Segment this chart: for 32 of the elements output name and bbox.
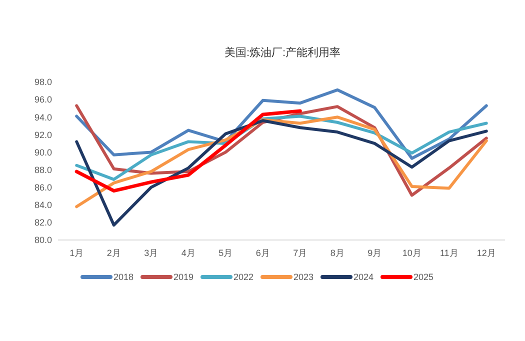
- y-tick-label: 92.0: [34, 130, 52, 140]
- x-tick-label: 6月: [256, 248, 270, 258]
- y-tick-label: 90.0: [34, 147, 52, 158]
- chart-title: 美国:炼油厂:产能利用率: [224, 46, 341, 59]
- x-tick-label: 2月: [106, 248, 121, 258]
- x-tick-label: 9月: [368, 248, 382, 258]
- y-tick-label: 82.0: [34, 218, 52, 228]
- legend-label: 2022: [234, 272, 254, 282]
- x-tick-label: 1月: [70, 248, 84, 258]
- line-series: [75, 88, 488, 160]
- x-tick-label: 4月: [181, 248, 196, 258]
- x-tick-label: 11月: [440, 248, 458, 258]
- line-series: [75, 119, 488, 227]
- legend-label: 2025: [414, 272, 434, 282]
- x-tick-label: 7月: [293, 248, 308, 258]
- line-series: [74, 109, 302, 193]
- x-tick-label: 12月: [476, 248, 496, 258]
- legend-label: 2024: [354, 272, 374, 282]
- legend-label: 2023: [294, 272, 314, 282]
- x-tick-label: 5月: [218, 248, 233, 258]
- legend-label: 2019: [174, 272, 194, 282]
- x-tick-label: 10月: [402, 248, 422, 258]
- y-tick-label: 98.0: [34, 77, 52, 88]
- legend-label: 2018: [114, 272, 134, 282]
- y-tick-label: 86.0: [34, 182, 52, 192]
- y-tick-label: 80.0: [34, 235, 52, 246]
- y-tick-label: 96.0: [34, 94, 52, 105]
- x-tick-label: 3月: [144, 248, 158, 258]
- y-tick-label: 88.0: [34, 164, 52, 175]
- y-tick-label: 84.0: [34, 200, 52, 210]
- x-tick-label: 8月: [330, 248, 344, 258]
- y-tick-label: 94.0: [34, 112, 52, 122]
